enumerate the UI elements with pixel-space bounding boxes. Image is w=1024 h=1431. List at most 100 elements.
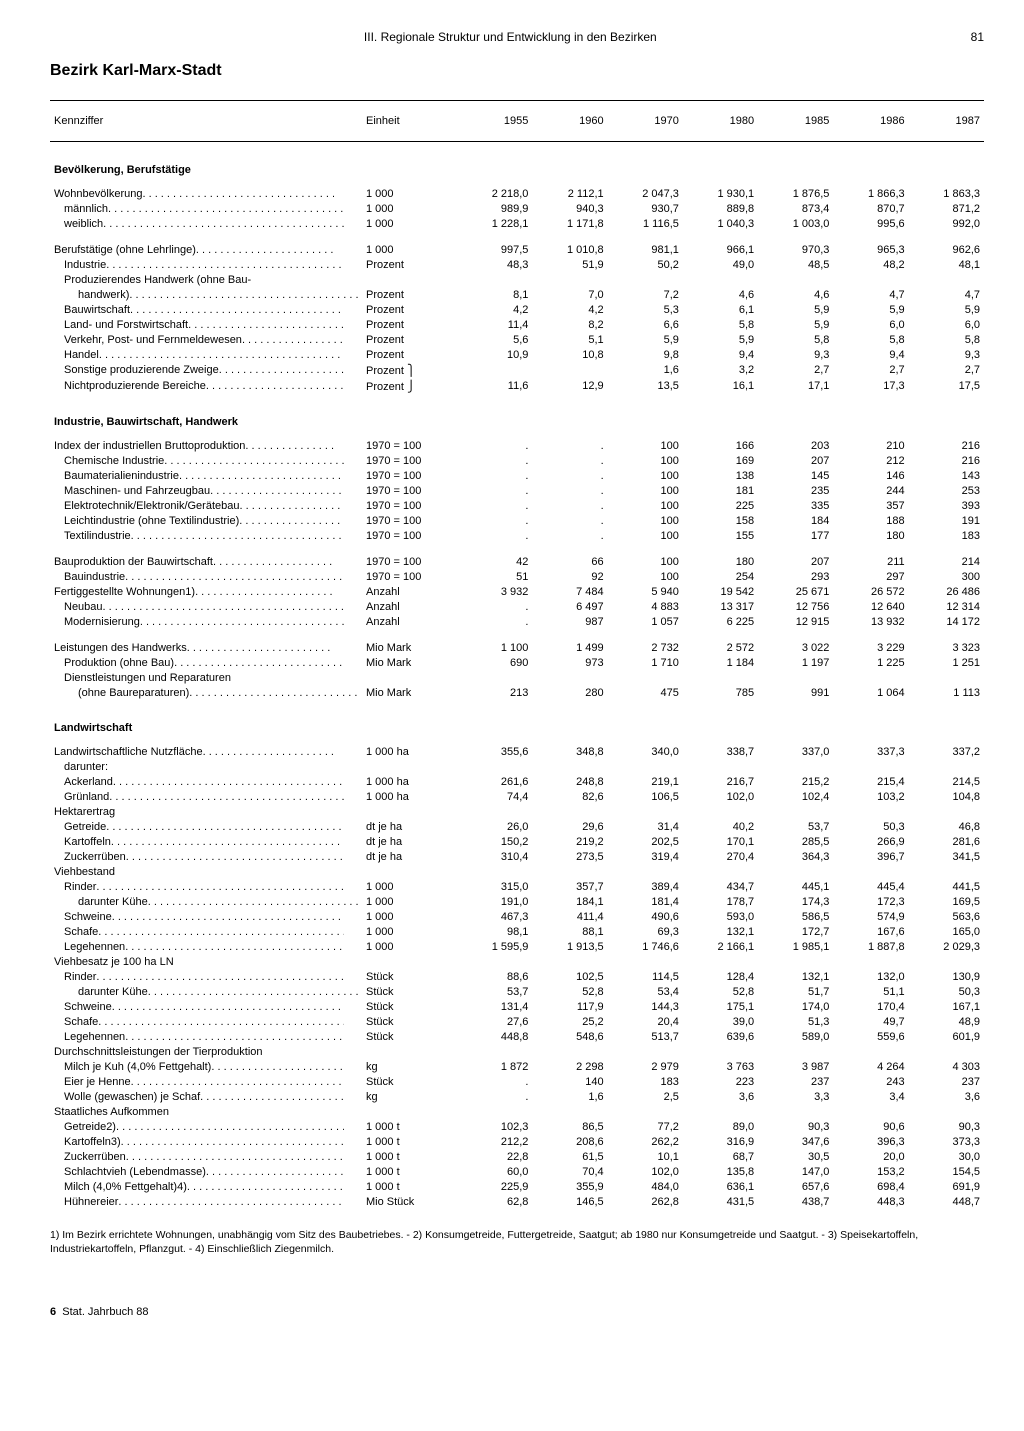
cell: 69,3: [608, 924, 683, 939]
row-unit: 1 000 ha: [362, 744, 457, 759]
cell: 14 172: [909, 614, 984, 629]
cell: 1 499: [532, 640, 607, 655]
cell: 445,1: [758, 879, 833, 894]
cell: 5,9: [608, 332, 683, 347]
row-unit: [362, 1044, 457, 1059]
cell: 167,6: [833, 924, 908, 939]
table-row: Getreidedt je ha26,029,631,440,253,750,3…: [50, 819, 984, 834]
table-row: Wolle (gewaschen) je Schafkg.1,62,53,63,…: [50, 1089, 984, 1104]
cell: 82,6: [532, 789, 607, 804]
table-row: Zuckerrübendt je ha310,4273,5319,4270,43…: [50, 849, 984, 864]
table-row: Eier je HenneStück.140183223237243237: [50, 1074, 984, 1089]
row-unit: [362, 759, 457, 774]
row-unit: 1970 = 100: [362, 453, 457, 468]
table-row: Schafe1 00098,188,169,3132,1172,7167,616…: [50, 924, 984, 939]
row-label: Legehennen: [50, 939, 348, 954]
section-head: Bevölkerung, Berufstätige: [50, 142, 984, 187]
table-row: Legehennen1 0001 595,91 913,51 746,62 16…: [50, 939, 984, 954]
cell: 2,7: [758, 362, 833, 378]
cell: 16,1: [683, 378, 758, 394]
cell: 172,3: [833, 894, 908, 909]
cell: 68,7: [683, 1149, 758, 1164]
cell: 1 228,1: [457, 216, 532, 231]
cell: 170,1: [683, 834, 758, 849]
cell: 102,0: [683, 789, 758, 804]
cell: 50,3: [909, 984, 984, 999]
cell: 1 887,8: [833, 939, 908, 954]
cell: 987: [532, 614, 607, 629]
cell: 29,6: [532, 819, 607, 834]
row-label: Schafe: [50, 1014, 348, 1029]
cell: 46,8: [909, 819, 984, 834]
cell: 117,9: [532, 999, 607, 1014]
cell: 132,1: [758, 969, 833, 984]
cell: 52,8: [683, 984, 758, 999]
cell: 889,8: [683, 201, 758, 216]
cell: 219,1: [608, 774, 683, 789]
cell: 593,0: [683, 909, 758, 924]
cell: 1 225: [833, 655, 908, 670]
cell: 5,9: [683, 332, 758, 347]
cell: 5,9: [909, 302, 984, 317]
cell: 90,3: [758, 1119, 833, 1134]
table-row: Schweine1 000467,3411,4490,6593,0586,557…: [50, 909, 984, 924]
cell: [608, 954, 683, 969]
cell: [758, 954, 833, 969]
row-label: Schlachtvieh (Lebendmasse): [50, 1164, 348, 1179]
cell: 52,8: [532, 984, 607, 999]
cell: 243: [833, 1074, 908, 1089]
cell: 248,8: [532, 774, 607, 789]
cell: 53,7: [758, 819, 833, 834]
cell: 214,5: [909, 774, 984, 789]
cell: [909, 1044, 984, 1059]
table-row: Durchschnittsleistungen der Tierprodukti…: [50, 1044, 984, 1059]
cell: 5,3: [608, 302, 683, 317]
cell: 12 314: [909, 599, 984, 614]
page-title: Bezirk Karl-Marx-Stadt: [50, 62, 984, 80]
cell: 27,6: [457, 1014, 532, 1029]
table-row: Zuckerrüben1 000 t22,861,510,168,730,520…: [50, 1149, 984, 1164]
table-row: HandelProzent10,910,89,89,49,39,49,3: [50, 347, 984, 362]
cell: [909, 1104, 984, 1119]
cell: .: [457, 1089, 532, 1104]
row-label: Ackerland: [50, 774, 348, 789]
cell: 184,1: [532, 894, 607, 909]
cell: [683, 1044, 758, 1059]
cell: 215,2: [758, 774, 833, 789]
cell: 48,3: [457, 257, 532, 272]
col-year: 1986: [833, 109, 908, 133]
cell: [758, 1104, 833, 1119]
cell: 357,7: [532, 879, 607, 894]
cell: [532, 362, 607, 378]
cell: 70,4: [532, 1164, 607, 1179]
cell: [608, 1104, 683, 1119]
cell: 11,6: [457, 378, 532, 394]
cell: 490,6: [608, 909, 683, 924]
cell: 7,0: [532, 287, 607, 302]
cell: 871,2: [909, 201, 984, 216]
row-label: Durchschnittsleistungen der Tierprodukti…: [50, 1044, 362, 1059]
cell: 223: [683, 1074, 758, 1089]
cell: 3,6: [909, 1089, 984, 1104]
cell: 114,5: [608, 969, 683, 984]
cell: 20,4: [608, 1014, 683, 1029]
table-row: Staatliches Aufkommen: [50, 1104, 984, 1119]
cell: 166: [683, 438, 758, 453]
table-row: Kartoffelndt je ha150,2219,2202,5170,128…: [50, 834, 984, 849]
cell: 100: [608, 498, 683, 513]
cell: [608, 272, 683, 287]
cell: 12 756: [758, 599, 833, 614]
row-label: Leichtindustrie (ohne Textilindustrie): [50, 513, 348, 528]
cell: 2 572: [683, 640, 758, 655]
cell: 90,3: [909, 1119, 984, 1134]
cell: 207: [758, 554, 833, 569]
cell: 88,1: [532, 924, 607, 939]
cell: [457, 670, 532, 685]
cell: 335: [758, 498, 833, 513]
cell: 1,6: [608, 362, 683, 378]
cell: 50,3: [833, 819, 908, 834]
cell: 48,9: [909, 1014, 984, 1029]
table-row: Hektarertrag: [50, 804, 984, 819]
table-row: darunter:: [50, 759, 984, 774]
cell: 559,6: [833, 1029, 908, 1044]
